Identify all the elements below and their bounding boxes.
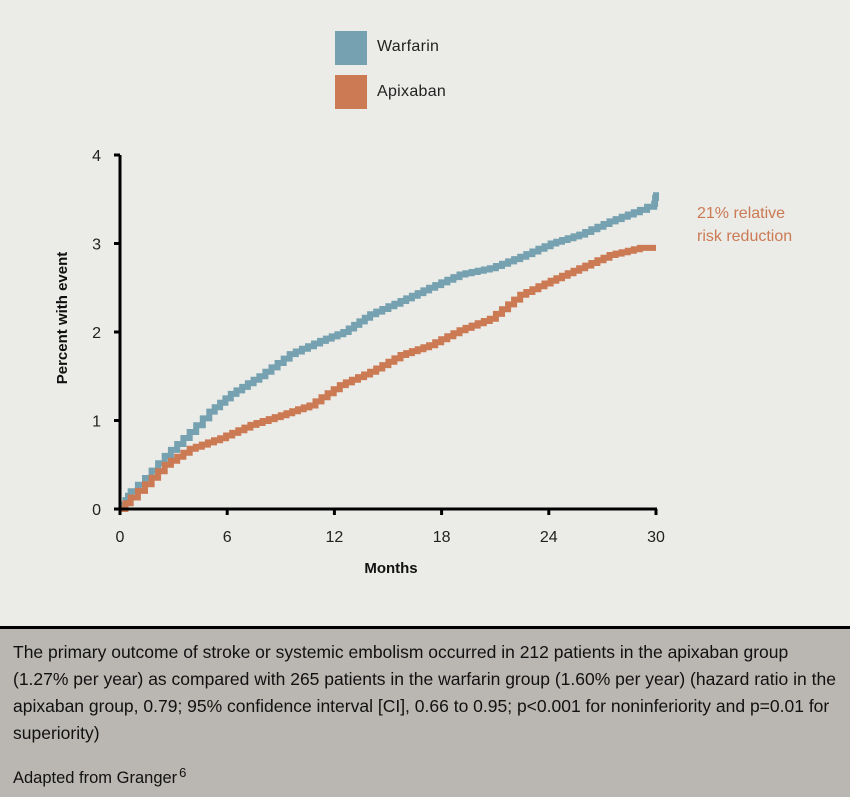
x-tick-label: 12 bbox=[326, 529, 344, 546]
legend-swatch-warfarin bbox=[335, 31, 367, 65]
caption-panel: The primary outcome of stroke or systemi… bbox=[0, 626, 850, 797]
y-tick-label: 1 bbox=[92, 414, 101, 431]
source-credit: Adapted from Granger 6 bbox=[13, 765, 186, 788]
annotation-line-1: 21% relative bbox=[697, 205, 786, 222]
y-tick-label: 0 bbox=[92, 502, 101, 519]
y-axis-label: Percent with event bbox=[54, 252, 71, 385]
legend-swatch-apixaban bbox=[335, 75, 367, 109]
series-line-apixaban bbox=[120, 244, 656, 512]
series-line-warfarin bbox=[119, 192, 659, 512]
legend-label-apixaban: Apixaban bbox=[377, 83, 447, 100]
source-reference: 6 bbox=[179, 765, 187, 780]
x-tick-label: 0 bbox=[116, 529, 125, 546]
y-tick-label: 3 bbox=[92, 237, 101, 254]
caption-text: The primary outcome of stroke or systemi… bbox=[13, 642, 836, 743]
legend-label-warfarin: Warfarin bbox=[377, 38, 440, 55]
source-text: Adapted from Granger bbox=[13, 769, 178, 787]
y-tick-label: 2 bbox=[92, 325, 101, 342]
annotation-line-2: risk reduction bbox=[697, 228, 793, 245]
x-tick-label: 6 bbox=[223, 529, 232, 546]
y-tick-label: 4 bbox=[92, 148, 101, 165]
x-tick-label: 30 bbox=[647, 529, 665, 546]
x-axis-label: Months bbox=[364, 560, 417, 577]
x-tick-label: 24 bbox=[540, 529, 558, 546]
x-tick-label: 18 bbox=[433, 529, 451, 546]
risk-reduction-annotation: 21% relative risk reduction bbox=[697, 202, 792, 248]
series-layer bbox=[119, 192, 659, 512]
